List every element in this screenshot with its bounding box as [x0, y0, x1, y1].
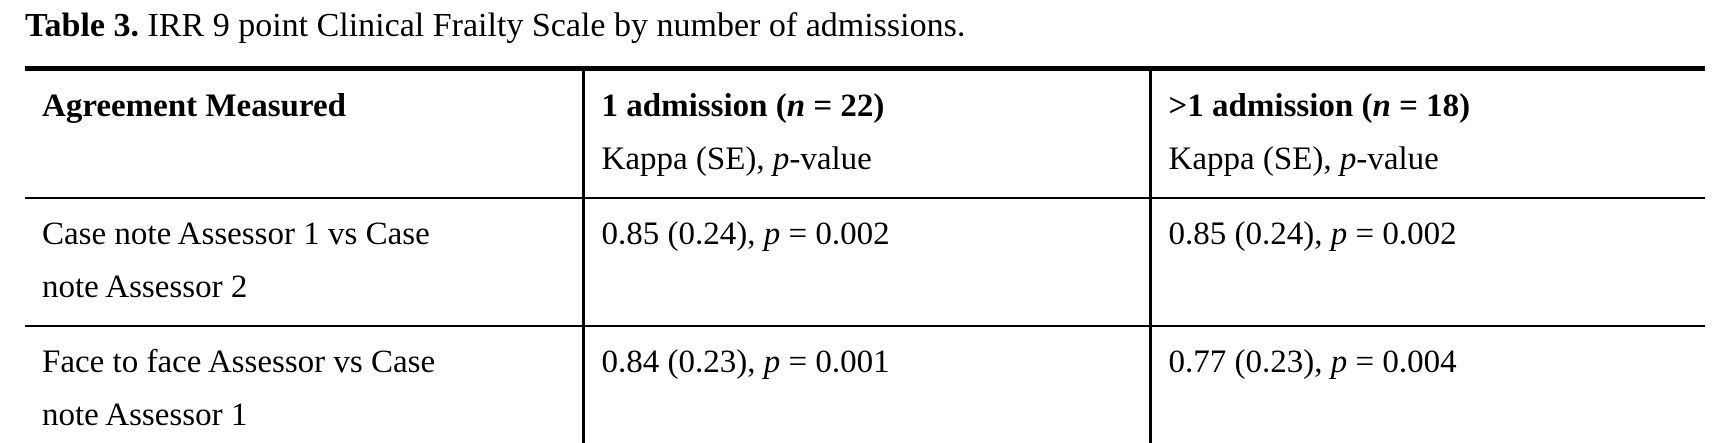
italic-p: p — [763, 343, 781, 380]
column-title: Agreement Measured — [42, 88, 346, 124]
row-label-cell: Face to face Assessor vs Case note Assess… — [25, 326, 583, 443]
header-cell-agreement-measured: Agreement Measured — [25, 69, 583, 198]
italic-p: p — [772, 141, 790, 178]
column-title: >1 admission (n = 18) — [1168, 88, 1471, 124]
table-caption-label: Table 3. — [25, 7, 140, 44]
kappa-value-cell: 0.77 (0.23), p = 0.004 — [1148, 325, 1705, 443]
row-label-line1: Face to face Assessor vs Case — [42, 343, 436, 380]
kappa-value-cell: 0.85 (0.24), p = 0.002 — [581, 197, 1150, 326]
italic-n: n — [1372, 88, 1391, 124]
row-label-cell: Case note Assessor 1 vs Case note Assesso… — [25, 198, 583, 326]
table-row: Case note Assessor 1 vs Case note Assesso… — [25, 197, 1705, 326]
header-row: Agreement Measured 1 admission (n = 22) K… — [25, 68, 1705, 198]
column-subtitle: Kappa (SE), p-value — [1168, 141, 1439, 178]
row-label-line2: note Assessor 1 — [42, 397, 248, 434]
kappa-value-cell: 0.84 (0.23), p = 0.001 — [581, 325, 1150, 443]
column-subtitle: Kappa (SE), p-value — [601, 141, 872, 178]
row-label-line2: note Assessor 2 — [42, 269, 248, 306]
table-row: Face to face Assessor vs Case note Assess… — [25, 325, 1705, 443]
column-title: 1 admission (n = 22) — [601, 88, 885, 124]
irr-table: Agreement Measured 1 admission (n = 22) K… — [25, 66, 1705, 443]
italic-p: p — [1330, 343, 1348, 380]
italic-p: p — [1339, 141, 1357, 178]
row-label-line1: Case note Assessor 1 vs Case — [42, 215, 430, 252]
table-caption-text: IRR 9 point Clinical Frailty Scale by nu… — [139, 7, 966, 44]
header-cell-1-admission: 1 admission (n = 22) Kappa (SE), p-value — [581, 68, 1150, 198]
italic-p: p — [763, 215, 781, 252]
header-cell-gt1-admission: >1 admission (n = 18) Kappa (SE), p-value — [1148, 68, 1705, 198]
italic-n: n — [786, 88, 806, 124]
table-caption: Table 3. IRR 9 point Clinical Frailty Sc… — [25, 4, 965, 48]
italic-p: p — [1330, 215, 1348, 252]
kappa-value-cell: 0.85 (0.24), p = 0.002 — [1148, 197, 1705, 326]
